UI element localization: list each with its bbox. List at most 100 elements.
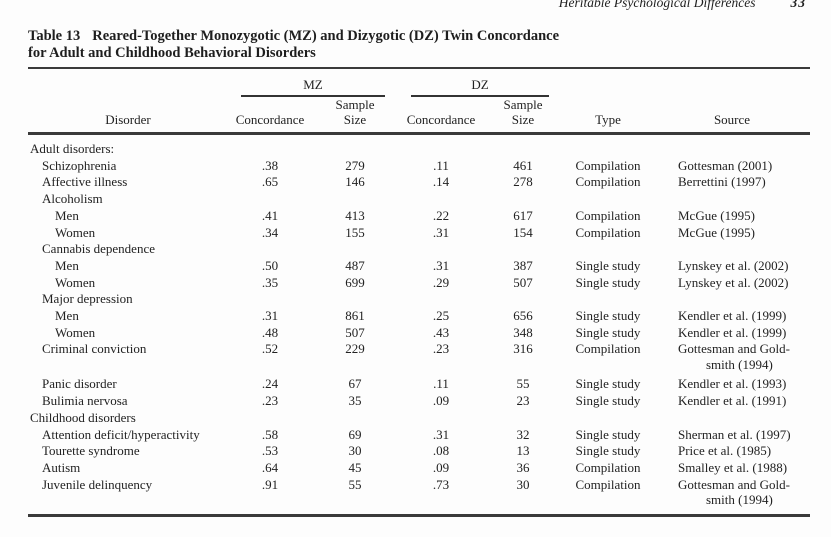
disorder-cell: Schizophrenia [28, 158, 228, 175]
type-cell: Single study [575, 324, 641, 340]
mz-sample-cell: 487 [345, 257, 365, 273]
disorder-cell: Childhood disorders [28, 410, 228, 427]
mz-concordance-cell: .65 [261, 174, 279, 190]
mz-concordance-cell: .34 [261, 224, 279, 240]
disorder-cell: Panic disorder [28, 372, 228, 393]
type-cell: Compilation [575, 459, 641, 475]
type-cell [562, 291, 654, 308]
dz-sample-cell [484, 241, 562, 258]
disorder-label: Juvenile delinquency [42, 476, 153, 492]
source-text: Gottesman and Gold- smith (1994) [678, 341, 790, 372]
dz-concordance-cell: .22 [432, 207, 450, 223]
mz-sample-cell: 279 [345, 157, 365, 173]
mz-concordance-cell [228, 191, 312, 208]
mz-concordance-cell [228, 134, 312, 158]
source-text: McGue (1995) [678, 224, 755, 240]
table-row: Schizophrenia .38 279 .11 461 Compilatio… [28, 158, 810, 175]
source-text: McGue (1995) [678, 207, 755, 223]
source-cell: McGue (1995) [654, 208, 810, 225]
disorder-label: Cannabis dependence [42, 241, 155, 257]
source-text: Kendler et al. (1993) [678, 376, 787, 392]
empty-header-cell [562, 68, 654, 97]
source-cell [654, 410, 810, 427]
mz-sample-cell: 69 [348, 426, 362, 442]
source-cell: Price et al. (1985) [654, 443, 810, 460]
disorder-cell: Autism [28, 460, 228, 477]
disorder-label: Affective illness [42, 174, 128, 190]
dz-concordance-cell: .09 [432, 393, 450, 409]
source-cell: Smalley et al. (1988) [654, 460, 810, 477]
source-cell [654, 241, 810, 258]
table-row: Major depression [28, 291, 810, 308]
mz-sample-cell: 861 [345, 308, 365, 324]
disorder-label: Panic disorder [42, 376, 117, 392]
dz-concordance-cell: .14 [432, 174, 450, 190]
disorder-cell: Cannabis dependence [28, 241, 228, 258]
mz-sample-cell: 146 [345, 174, 365, 190]
type-column-header: Type [562, 97, 654, 135]
dz-group-underline [411, 95, 549, 97]
source-text: Berrettini (1997) [678, 174, 766, 190]
disorder-label: Men [55, 308, 79, 324]
table-row: Criminal conviction .52 229 .23 316 Comp… [28, 341, 810, 372]
dz-concordance-cell: .31 [432, 426, 450, 442]
dz-concordance-cell: .29 [432, 274, 450, 290]
source-cell [654, 191, 810, 208]
disorder-column-header: Disorder [28, 97, 228, 135]
disorder-cell: Women [28, 225, 228, 242]
table-title-line2: for Adult and Childhood Behavioral Disor… [28, 45, 316, 61]
table-row: Autism .64 45 .09 36 Compilation Smalley… [28, 460, 810, 477]
disorder-cell: Men [28, 308, 228, 325]
disorder-cell: Attention deficit/hyperactivity [28, 427, 228, 444]
mz-concordance-cell: .24 [261, 376, 279, 392]
table-row: Women .35 699 .29 507 Single study Lynsk… [28, 275, 810, 292]
source-cell: Gottesman and Gold- smith (1994) [654, 341, 810, 372]
table-row: Attention deficit/hyperactivity .58 69 .… [28, 427, 810, 444]
type-cell: Single study [575, 376, 641, 392]
type-cell: Single study [575, 393, 641, 409]
type-cell: Compilation [575, 341, 641, 357]
table-header: MZ DZ Disorder Concordance Sample Size C… [28, 68, 810, 135]
empty-header-cell [28, 68, 228, 97]
disorder-label: Alcoholism [42, 191, 103, 207]
disorder-cell: Adult disorders: [28, 134, 228, 158]
disorder-label: Major depression [42, 291, 133, 307]
type-cell: Single study [575, 274, 641, 290]
disorder-cell: Men [28, 258, 228, 275]
disorder-label: Autism [42, 459, 81, 475]
mz-concordance-cell: .58 [261, 426, 279, 442]
page-number: 33 [790, 0, 806, 10]
source-cell: McGue (1995) [654, 225, 810, 242]
dz-concordance-cell [398, 241, 484, 258]
group-header-row: MZ DZ [28, 68, 810, 97]
column-header-row: Disorder Concordance Sample Size Concord… [28, 97, 810, 135]
mz-sample-cell [312, 134, 398, 158]
disorder-label: Bulimia nervosa [42, 393, 128, 409]
table-row: Men .50 487 .31 387 Single study Lynskey… [28, 258, 810, 275]
running-head: Heritable Psychological Differences 33 [28, 0, 810, 10]
table-row: Men .31 861 .25 656 Single study Kendler… [28, 308, 810, 325]
type-cell: Compilation [575, 476, 641, 492]
mz-group-label: MZ [303, 77, 323, 92]
dz-concordance-cell [398, 410, 484, 427]
mz-concordance-cell [228, 241, 312, 258]
disorder-label: Men [55, 207, 79, 223]
disorder-label: Tourette syndrome [42, 443, 140, 459]
table-caption: Table 13 Reared-Together Monozygotic (MZ)… [28, 28, 810, 62]
dz-concordance-cell: .43 [432, 324, 450, 340]
disorder-label: Schizophrenia [42, 157, 117, 173]
dz-sample-size-column-header: Sample Size [484, 97, 562, 135]
table-row: Adult disorders: [28, 134, 810, 158]
disorder-cell: Criminal conviction [28, 341, 228, 372]
mz-concordance-cell: .64 [261, 459, 279, 475]
disorder-label: Women [55, 224, 96, 240]
disorder-label: Criminal conviction [42, 341, 147, 357]
source-cell: Gottesman and Gold- smith (1994) [654, 477, 810, 516]
dz-sample-cell: 461 [513, 157, 533, 173]
disorder-label: Attention deficit/hyperactivity [42, 426, 200, 442]
caption-line-1: Table 13 Reared-Together Monozygotic (MZ)… [28, 28, 810, 45]
dz-sample-cell: 507 [513, 274, 533, 290]
dz-sample-cell [484, 134, 562, 158]
disorder-cell: Bulimia nervosa [28, 393, 228, 410]
source-text: Kendler et al. (1991) [678, 393, 787, 409]
